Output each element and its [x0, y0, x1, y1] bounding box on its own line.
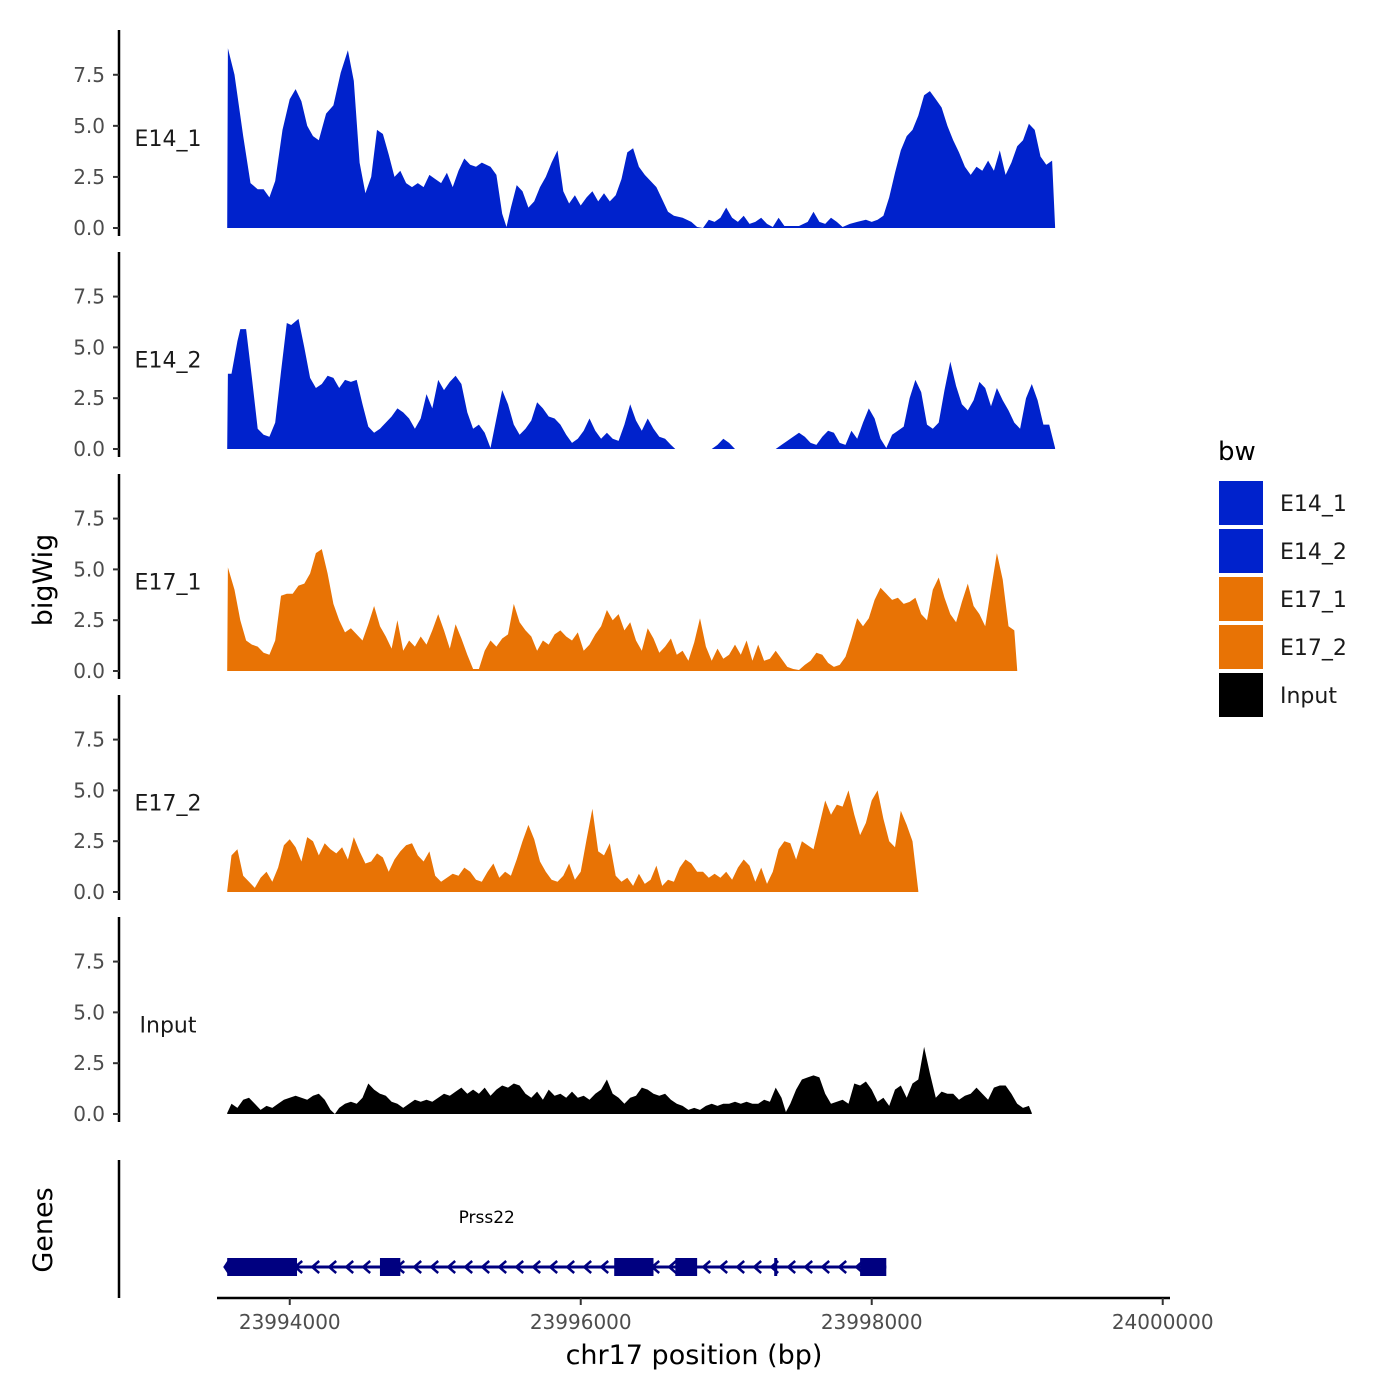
legend-label-e17_2: E17_2	[1280, 636, 1347, 661]
track-e17_2: 0.0 2.5 5.0 7.5 E17_2	[73, 695, 919, 904]
strand-arrow	[327, 1260, 337, 1274]
strand-arrow	[531, 1260, 541, 1274]
x-tick-label: 23994000	[239, 1310, 341, 1334]
strand-arrow	[803, 1260, 813, 1274]
strand-arrow	[480, 1260, 490, 1274]
y-axis-title: bigWig	[28, 534, 59, 627]
gene-exon	[227, 1258, 298, 1276]
gene-name-label: Prss22	[459, 1208, 515, 1228]
legend-swatch-input	[1217, 671, 1265, 719]
strand-arrow	[582, 1260, 592, 1274]
track-e14_2: 0.0 2.5 5.0 7.5 E14_2	[73, 252, 1056, 461]
gene-axis-title: Genes	[28, 1187, 59, 1272]
strand-arrow	[344, 1260, 354, 1274]
strand-arrow	[310, 1260, 320, 1274]
y-tick-label: 7.5	[73, 507, 105, 531]
series-area-e14_1	[227, 48, 1056, 229]
x-tick-label: 23998000	[821, 1310, 923, 1334]
gene-track: Prss22	[117, 1160, 887, 1298]
strand-arrow	[786, 1260, 796, 1274]
legend-swatch-e17_1	[1217, 575, 1265, 623]
strand-arrow	[497, 1260, 507, 1274]
y-tick-label: 7.5	[73, 285, 105, 309]
strand-arrow	[548, 1260, 558, 1274]
track-label: E17_2	[135, 791, 202, 816]
y-tick-label: 5.0	[73, 1000, 105, 1024]
y-tick-label: 2.5	[73, 608, 105, 632]
y-tick-label: 0.0	[73, 880, 105, 904]
y-tick-label: 5.0	[73, 114, 105, 138]
series-area-e17_1	[227, 549, 1018, 671]
strand-arrow	[735, 1260, 745, 1274]
y-tick-label: 0.0	[73, 437, 105, 461]
strand-arrow	[463, 1260, 473, 1274]
legend-label-input: Input	[1280, 684, 1337, 709]
legend-title: bw	[1218, 437, 1256, 467]
x-axis-title: chr17 position (bp)	[566, 1340, 823, 1371]
legend-label-e14_2: E14_2	[1280, 540, 1347, 565]
x-tick-label: 23996000	[530, 1310, 632, 1334]
strand-arrow	[412, 1260, 422, 1274]
legend-swatch-e14_2	[1217, 527, 1265, 575]
y-tick-label: 7.5	[73, 950, 105, 974]
y-tick-label: 0.0	[73, 659, 105, 683]
strand-arrow	[820, 1260, 830, 1274]
y-tick-label: 5.0	[73, 778, 105, 802]
track-input: 0.0 2.5 5.0 7.5 Input	[73, 917, 1032, 1126]
strand-arrow	[752, 1260, 762, 1274]
y-tick-label: 5.0	[73, 557, 105, 581]
legend-swatch-e14_1	[1217, 479, 1265, 527]
y-tick-label: 2.5	[73, 165, 105, 189]
gene-exon	[860, 1258, 887, 1276]
strand-arrow	[701, 1260, 711, 1274]
track-label: E14_1	[135, 127, 202, 152]
series-area-input	[227, 1046, 1032, 1114]
gene-exon	[675, 1258, 698, 1276]
x-axis: 23994000 23996000 23998000 24000000	[217, 1296, 1214, 1334]
track-label: Input	[140, 1013, 197, 1038]
strand-arrow	[599, 1260, 609, 1274]
strand-arrow	[565, 1260, 575, 1274]
x-tick-label: 24000000	[1112, 1310, 1214, 1334]
gene-exon	[379, 1258, 401, 1276]
series-area-e17_2	[227, 790, 919, 892]
legend: bw E14_1 E14_2 E17_1 E17_2 Input	[1217, 437, 1347, 719]
y-tick-label: 7.5	[73, 63, 105, 87]
strand-arrow	[667, 1260, 677, 1274]
legend-label-e14_1: E14_1	[1280, 492, 1347, 517]
y-tick-label: 7.5	[73, 728, 105, 752]
strand-arrow	[514, 1260, 524, 1274]
y-tick-label: 5.0	[73, 335, 105, 359]
y-tick-label: 2.5	[73, 386, 105, 410]
y-tick-label: 2.5	[73, 829, 105, 853]
series-area-e14_2	[227, 318, 1056, 449]
track-e14_1: 0.0 2.5 5.0 7.5 E14_1	[73, 30, 1056, 240]
track-e17_1: 0.0 2.5 5.0 7.5 E17_1	[73, 474, 1018, 683]
strand-arrow	[429, 1260, 439, 1274]
gene-start-arrow	[223, 1258, 230, 1276]
coverage-tracks: 0.0 2.5 5.0 7.5 E14_1 0.0 2.5 5.0 7.5 E14_2 0.0 2.5…	[73, 30, 1056, 1126]
legend-label-e17_1: E17_1	[1280, 588, 1347, 613]
strand-arrow	[361, 1260, 371, 1274]
strand-arrow	[718, 1260, 728, 1274]
y-tick-label: 2.5	[73, 1051, 105, 1075]
legend-swatch-e17_2	[1217, 623, 1265, 671]
strand-arrow	[837, 1260, 847, 1274]
track-label: E14_2	[135, 348, 202, 373]
y-tick-label: 0.0	[73, 216, 105, 240]
y-tick-label: 0.0	[73, 1102, 105, 1126]
strand-arrow	[446, 1260, 456, 1274]
gene-exon	[614, 1258, 654, 1276]
track-label: E17_1	[135, 570, 202, 595]
